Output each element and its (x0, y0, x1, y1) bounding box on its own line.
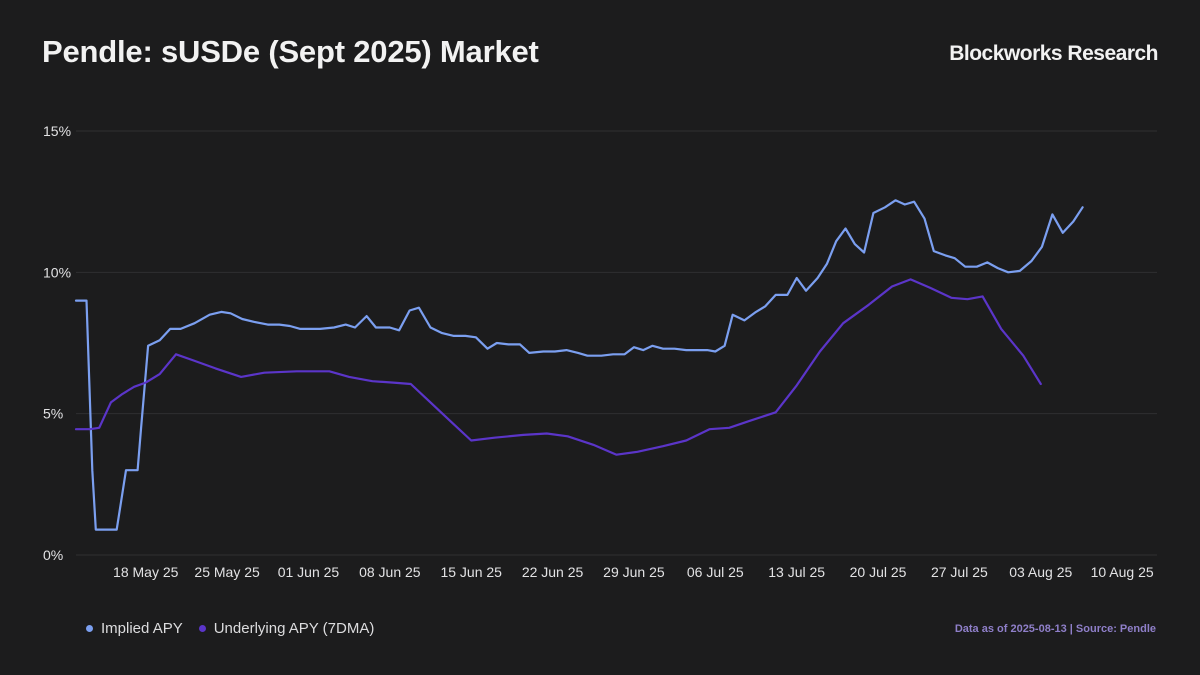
legend: Implied APY Underlying APY (7DMA) (86, 620, 374, 637)
legend-item-underlying-apy[interactable]: Underlying APY (7DMA) (198, 620, 375, 637)
y-tick-label: 5% (43, 406, 63, 422)
x-tick-label: 20 Jul 25 (850, 564, 907, 580)
brand-logo-text: Blockworks Research (949, 42, 1158, 65)
x-tick-label: 27 Jul 25 (931, 564, 988, 580)
x-tick-label: 06 Jul 25 (687, 564, 744, 580)
series-lines (74, 199, 1084, 531)
x-tick-label: 15 Jun 25 (440, 564, 502, 580)
y-tick-label: 0% (43, 547, 63, 563)
x-tick-label: 22 Jun 25 (522, 564, 584, 580)
x-tick-label: 10 Aug 25 (1091, 564, 1154, 580)
x-axis-labels: 18 May 25 25 May 25 01 Jun 25 08 Jun 25 15 J… (113, 564, 1154, 580)
x-tick-label: 03 Aug 25 (1009, 564, 1072, 580)
y-tick-label: 10% (43, 264, 71, 280)
source-note: Data as of 2025-08-13 | Source: Pendle (954, 623, 1156, 635)
series-line-implied-apy (74, 199, 1084, 531)
y-tick-label: 15% (43, 123, 71, 139)
x-tick-label: 18 May 25 (113, 564, 179, 580)
legend-item-implied-apy[interactable]: Implied APY (86, 620, 183, 637)
gridlines (76, 130, 1157, 556)
series-line-underlying-apy (74, 278, 1042, 456)
underlying-apy-dot-icon (198, 625, 206, 632)
y-axis-labels: 0% 5% 10% 15% (43, 123, 71, 563)
x-tick-label: 08 Jun 25 (359, 564, 421, 580)
x-tick-label: 25 May 25 (194, 564, 260, 580)
x-tick-label: 13 Jul 25 (768, 564, 825, 580)
x-tick-label: 01 Jun 25 (278, 564, 340, 580)
chart-title: Pendle: sUSDe (Sept 2025) Market (42, 34, 539, 69)
line-chart: 0% 5% 10% 15% 18 May 25 25 May 25 01 Jun 25 08… (43, 123, 1157, 580)
implied-apy-dot-icon (86, 625, 93, 632)
legend-label: Underlying APY (7DMA) (213, 620, 375, 637)
legend-label: Implied APY (101, 620, 183, 637)
x-tick-label: 29 Jun 25 (603, 564, 665, 580)
